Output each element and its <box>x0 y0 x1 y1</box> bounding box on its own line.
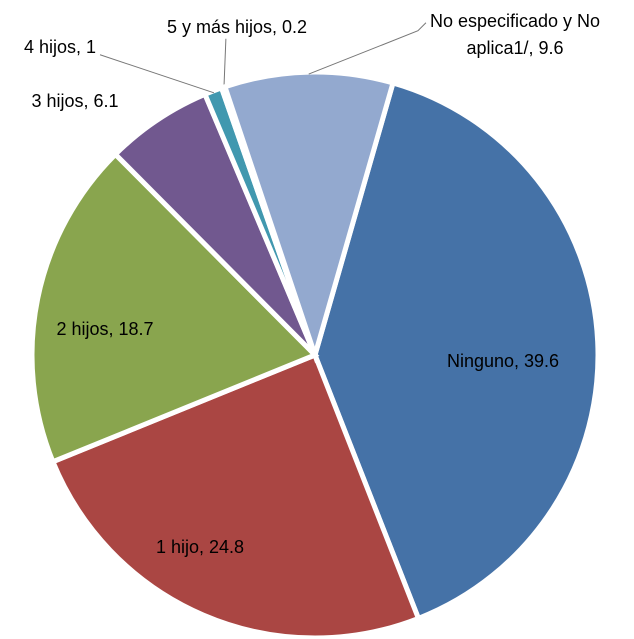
pie-slice <box>312 79 601 622</box>
data-label: No especificado y No aplica1/, 9.6 <box>430 11 600 58</box>
data-label: Ninguno, 39.6 <box>447 351 559 371</box>
data-label: 4 hijos, 1 <box>24 37 96 57</box>
label-line: No especificado y No <box>430 11 600 31</box>
leader-line <box>308 22 427 75</box>
leader-line <box>223 38 227 90</box>
pie-slice <box>221 69 397 364</box>
pie-slice <box>29 150 320 466</box>
data-label: 1 hijo, 24.8 <box>156 537 244 557</box>
data-label: 5 y más hijos, 0.2 <box>167 17 307 37</box>
data-label: 3 hijos, 6.1 <box>31 91 118 111</box>
leader-line <box>99 54 215 94</box>
label-line: aplica1/, 9.6 <box>466 38 563 58</box>
data-label: 2 hijos, 18.7 <box>56 319 153 339</box>
